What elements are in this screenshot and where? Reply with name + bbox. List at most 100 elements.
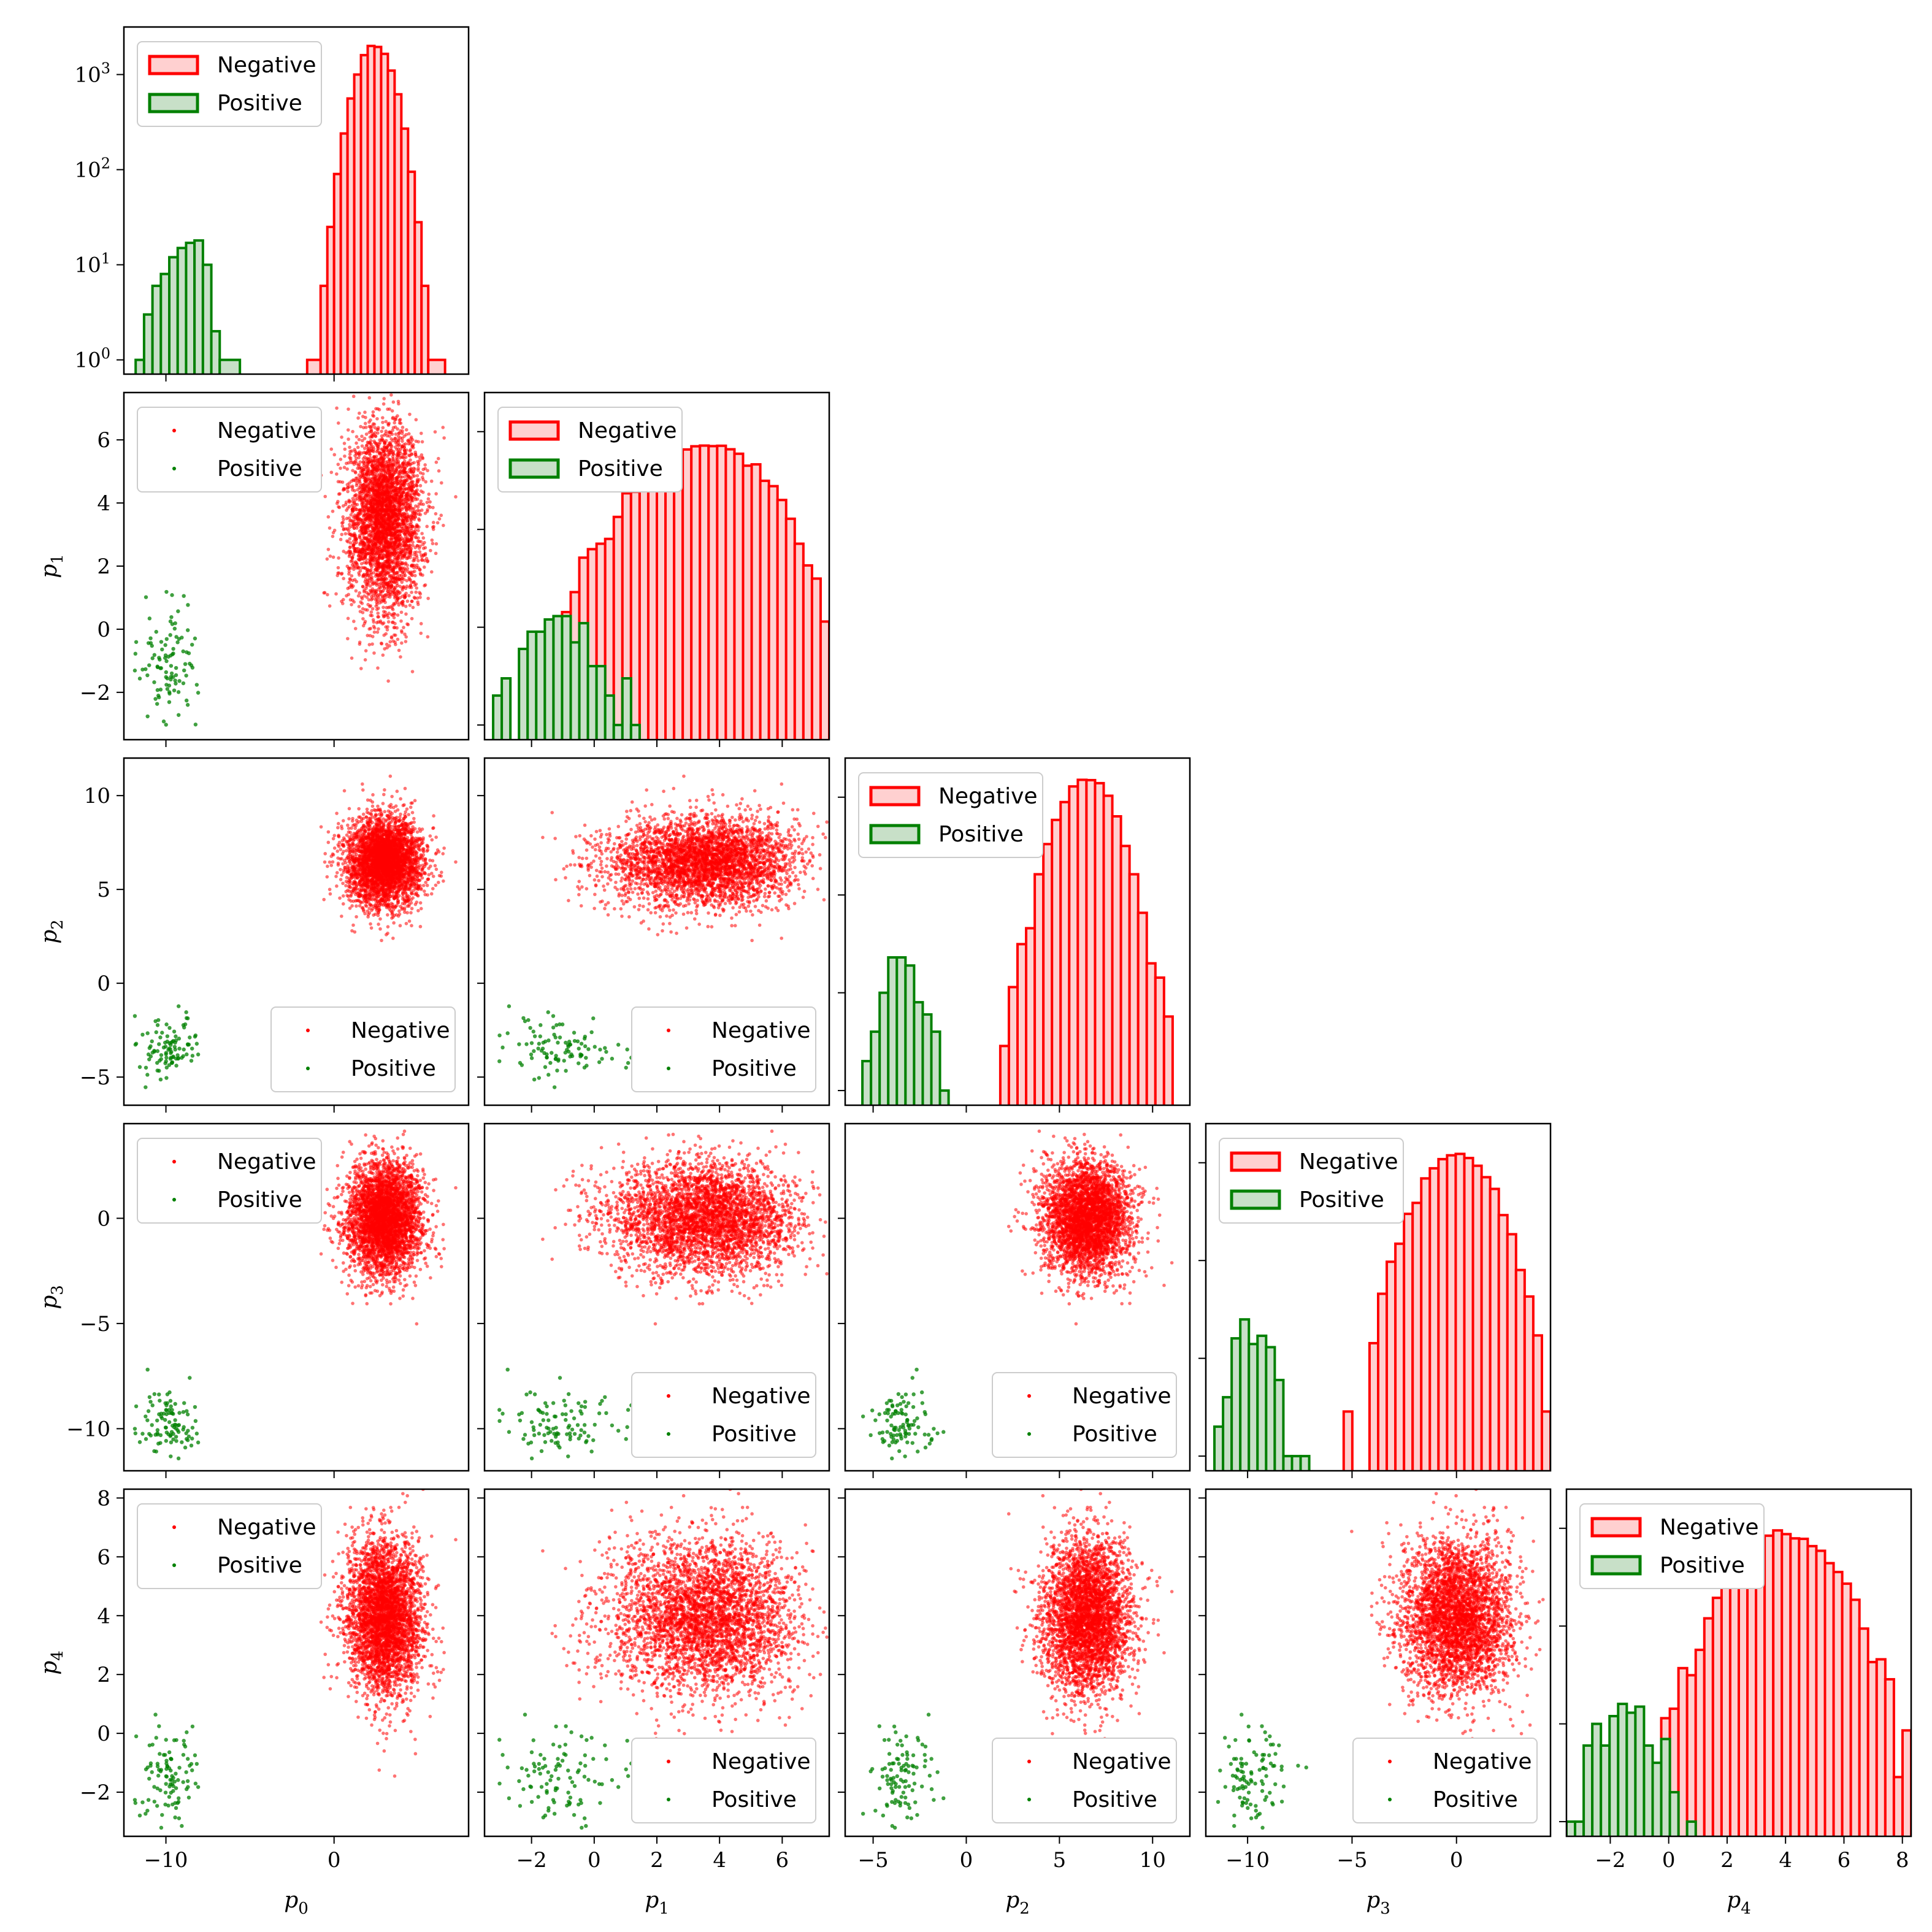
point-negative <box>389 588 393 592</box>
point-negative <box>377 500 381 504</box>
point-negative <box>335 573 340 578</box>
point-negative <box>351 499 355 504</box>
point-negative <box>359 562 364 565</box>
point-negative <box>420 453 424 457</box>
hist-bar-negative <box>819 620 829 740</box>
point-negative <box>343 532 348 536</box>
point-negative <box>372 624 376 628</box>
point-negative <box>400 631 404 634</box>
point-negative <box>399 471 402 475</box>
hist-bar-positive <box>168 256 179 374</box>
point-negative <box>348 523 351 527</box>
point-negative <box>369 610 374 614</box>
point-negative <box>353 826 357 830</box>
point-positive <box>183 662 188 666</box>
point-negative <box>431 505 435 510</box>
point-negative <box>407 442 410 446</box>
point-negative <box>381 615 386 619</box>
point-negative <box>386 679 390 683</box>
point-negative <box>380 503 384 507</box>
point-positive <box>132 669 137 673</box>
point-negative <box>348 450 352 453</box>
point-negative <box>411 540 415 544</box>
point-negative <box>396 637 400 642</box>
point-negative <box>335 406 339 410</box>
point-negative <box>361 547 365 551</box>
point-negative <box>415 483 418 488</box>
point-negative <box>407 507 411 511</box>
hist-bar-negative <box>629 490 641 740</box>
point-negative <box>376 556 380 560</box>
point-negative <box>342 487 346 491</box>
point-negative <box>380 549 384 553</box>
point-negative <box>336 480 340 484</box>
point-negative <box>381 570 385 574</box>
point-negative <box>402 524 407 527</box>
point-negative <box>376 666 380 670</box>
point-negative <box>408 523 413 526</box>
point-positive <box>155 702 159 706</box>
point-negative <box>407 485 412 489</box>
point-negative <box>410 599 414 604</box>
y-tick-label: 103 <box>74 60 110 88</box>
point-negative <box>420 532 424 535</box>
point-negative <box>356 488 360 492</box>
point-negative <box>383 471 388 475</box>
point-negative <box>355 435 359 439</box>
point-negative <box>396 529 399 534</box>
point-negative <box>339 466 342 470</box>
point-negative <box>370 519 374 524</box>
point-negative <box>359 667 363 670</box>
hist-bar-positive <box>201 263 213 374</box>
point-negative <box>394 562 397 566</box>
point-negative <box>370 526 374 530</box>
point-negative <box>416 602 420 607</box>
point-negative <box>403 910 407 914</box>
point-negative <box>391 502 394 507</box>
point-negative <box>405 493 409 497</box>
point-negative <box>397 443 402 447</box>
point-positive <box>164 659 169 664</box>
point-negative <box>393 542 397 546</box>
point-negative <box>364 426 368 429</box>
point-negative <box>417 546 421 550</box>
point-positive <box>163 643 167 647</box>
hist-bar-negative <box>699 444 710 740</box>
point-negative <box>386 620 391 624</box>
point-negative <box>398 569 402 573</box>
point-negative <box>416 463 420 467</box>
point-negative <box>342 527 346 532</box>
point-negative <box>370 435 374 439</box>
point-negative <box>334 875 338 878</box>
point-positive <box>174 635 178 639</box>
point-negative <box>367 424 372 429</box>
point-negative <box>383 596 387 600</box>
point-negative <box>393 594 397 599</box>
point-negative <box>442 436 446 440</box>
point-negative <box>360 782 364 786</box>
point-negative <box>379 452 383 456</box>
point-negative <box>408 543 412 547</box>
point-negative <box>389 573 394 578</box>
point-positive <box>167 700 172 704</box>
point-negative <box>377 460 380 464</box>
point-negative <box>366 483 370 486</box>
point-negative <box>413 596 417 600</box>
hist-bar-positive <box>526 630 538 740</box>
point-negative <box>358 569 362 573</box>
point-positive <box>182 594 186 598</box>
point-negative <box>368 477 372 481</box>
point-negative <box>340 572 344 575</box>
point-negative <box>388 534 393 537</box>
point-negative <box>379 516 383 520</box>
point-negative <box>362 508 367 512</box>
point-negative <box>352 600 356 604</box>
point-negative <box>361 500 366 505</box>
point-negative <box>342 442 347 445</box>
point-negative <box>383 516 387 520</box>
hist-bar-negative <box>690 445 702 740</box>
point-negative <box>340 914 343 918</box>
